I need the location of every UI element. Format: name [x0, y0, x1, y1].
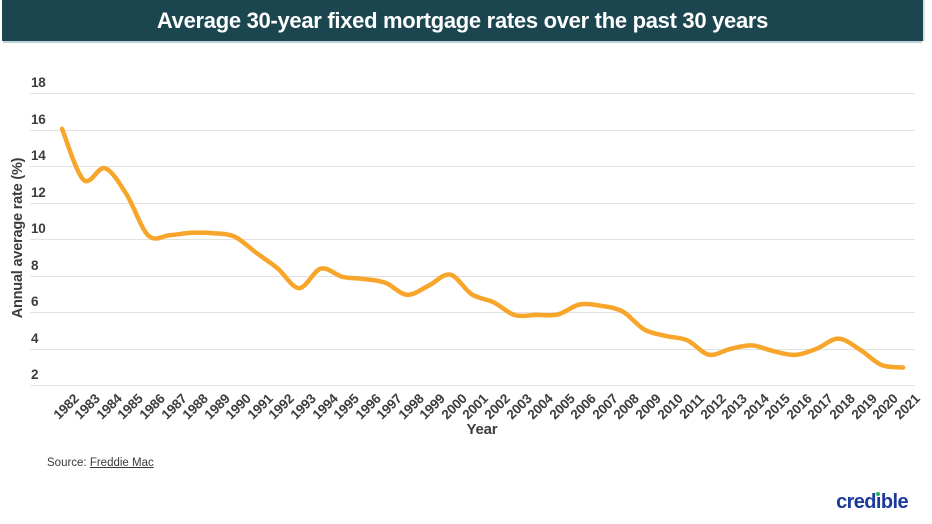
y-tick-label: 14	[31, 148, 46, 163]
gridline	[30, 239, 915, 240]
x-axis-title: Year	[466, 421, 498, 438]
source-link[interactable]: Freddie Mac	[89, 457, 154, 469]
gridline	[30, 348, 915, 350]
y-tick-label: 10	[31, 221, 46, 236]
gridline	[30, 93, 915, 94]
source-prefix: Source:	[47, 457, 90, 469]
y-tick-label: 8	[31, 257, 39, 273]
gridline	[30, 385, 915, 386]
gridline	[30, 275, 915, 277]
gridline	[30, 166, 915, 167]
gridline	[30, 312, 915, 313]
y-tick-label: 18	[31, 75, 46, 90]
gridline	[30, 202, 915, 204]
gridline	[30, 129, 915, 131]
y-tick-label: 2	[31, 367, 39, 382]
logo-letter-i: ı	[875, 490, 882, 514]
y-tick-label: 4	[31, 330, 39, 346]
source-note: Source: Freddie Mac	[47, 457, 154, 469]
logo-text-ble: ble	[880, 491, 909, 513]
chart-title-bar: Average 30-year fixed mortgage rates ove…	[2, 0, 923, 41]
logo-text-cred: cred	[836, 491, 876, 513]
y-tick-label: 12	[31, 184, 46, 200]
y-axis-title: Annual average rate (%)	[10, 157, 26, 319]
credible-logo: credı ble	[836, 490, 909, 514]
chart-title: Average 30-year fixed mortgage rates ove…	[156, 7, 769, 33]
logo-i-dot-icon	[876, 492, 881, 496]
x-tick-label: 2021	[891, 391, 923, 423]
mortgage-rate-line	[59, 126, 906, 370]
y-tick-label: 16	[31, 111, 46, 127]
logo-dotless-i: ı	[875, 491, 882, 513]
y-tick-label: 6	[31, 294, 39, 309]
